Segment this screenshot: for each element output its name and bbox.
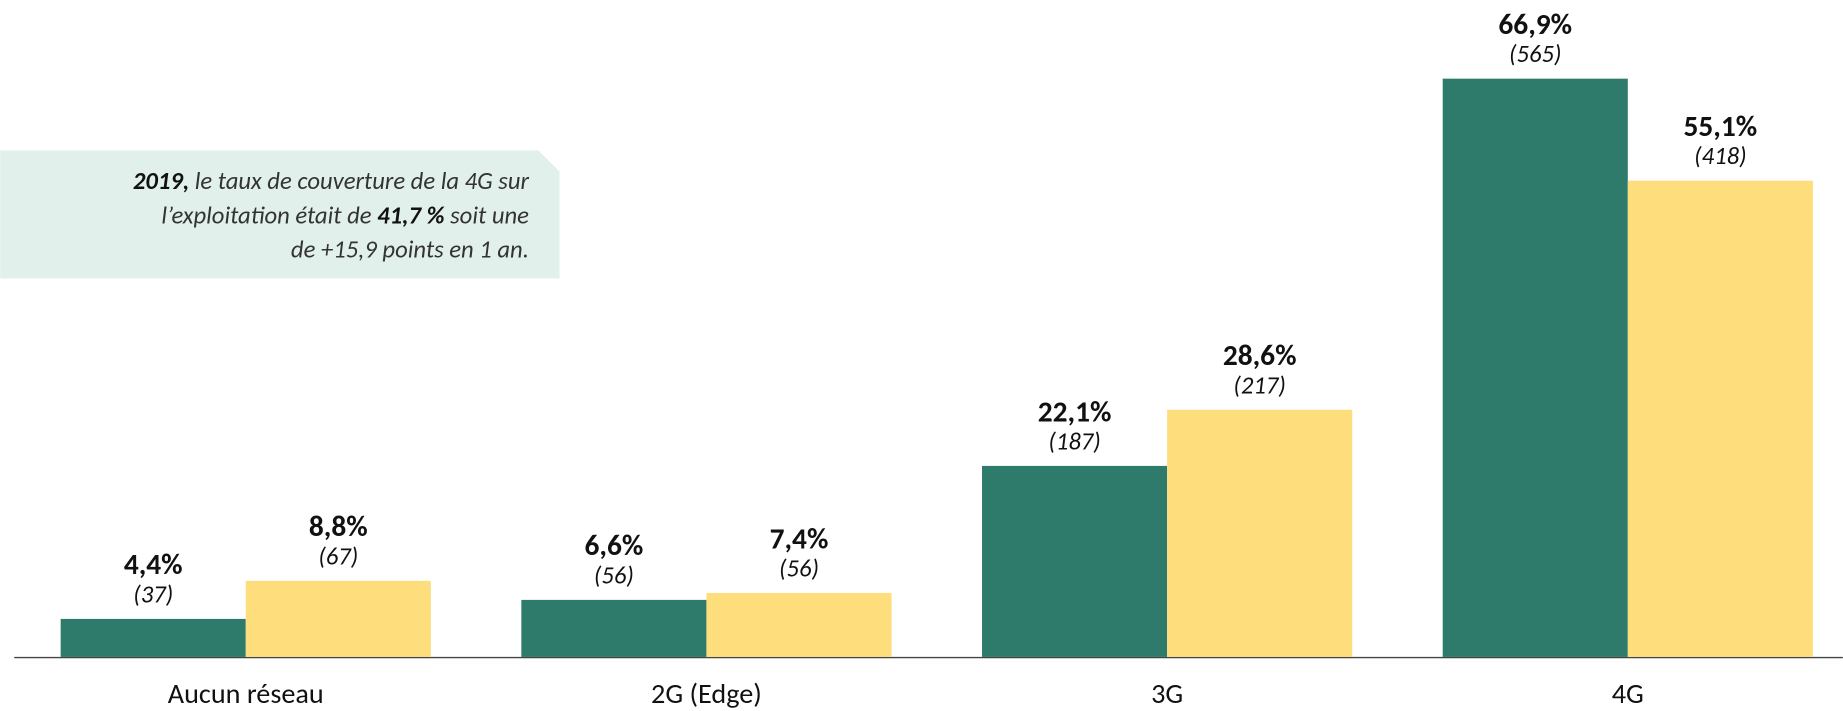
count-label: (67) (318, 541, 358, 571)
bar (521, 599, 707, 657)
bar (706, 592, 892, 657)
value-label: 22,1% (1038, 393, 1112, 429)
bar (60, 618, 246, 657)
x-tick-label: 2G (Edge) (651, 676, 762, 711)
value-label: 8,8% (309, 508, 368, 544)
count-label: (418) (1694, 141, 1746, 171)
value-label: 7,4% (770, 520, 829, 556)
bar (1442, 78, 1628, 657)
annotation-line: 2019, le taux de couverture de la 4G sur (133, 166, 530, 196)
annotation-text: 2019, (133, 166, 189, 196)
count-label: (565) (1509, 39, 1561, 69)
count-label: (37) (133, 579, 173, 609)
x-tick-label: 3G (1151, 676, 1183, 711)
count-label: (56) (779, 554, 819, 584)
count-label: (217) (1233, 370, 1285, 400)
annotation-text: le taux de couverture de la 4G sur (189, 166, 529, 196)
bar (1167, 409, 1353, 657)
value-label: 28,6% (1223, 337, 1297, 373)
count-label: (187) (1048, 426, 1100, 456)
bar (245, 580, 431, 657)
value-label: 4,4% (124, 546, 183, 582)
annotation-line: l’exploitation était de 41,7 % soit une (161, 200, 529, 230)
count-label: (56) (594, 560, 634, 590)
x-tick-label: 4G (1612, 676, 1644, 711)
annotation-box (0, 150, 560, 279)
value-label: 66,9% (1498, 6, 1572, 42)
annotation-text: de +15,9 points en 1 an. (291, 234, 529, 264)
bar (982, 465, 1168, 657)
annotation-text: 41,7 % (377, 200, 444, 230)
x-tick-label: Aucun réseau (168, 676, 324, 711)
bar (1627, 180, 1813, 657)
value-label: 55,1% (1684, 108, 1758, 144)
annotation-text: l’exploitation était de (161, 200, 377, 230)
annotation-text: soit une (445, 200, 530, 230)
annotation-line: de +15,9 points en 1 an. (291, 234, 529, 264)
value-label: 6,6% (585, 527, 644, 563)
